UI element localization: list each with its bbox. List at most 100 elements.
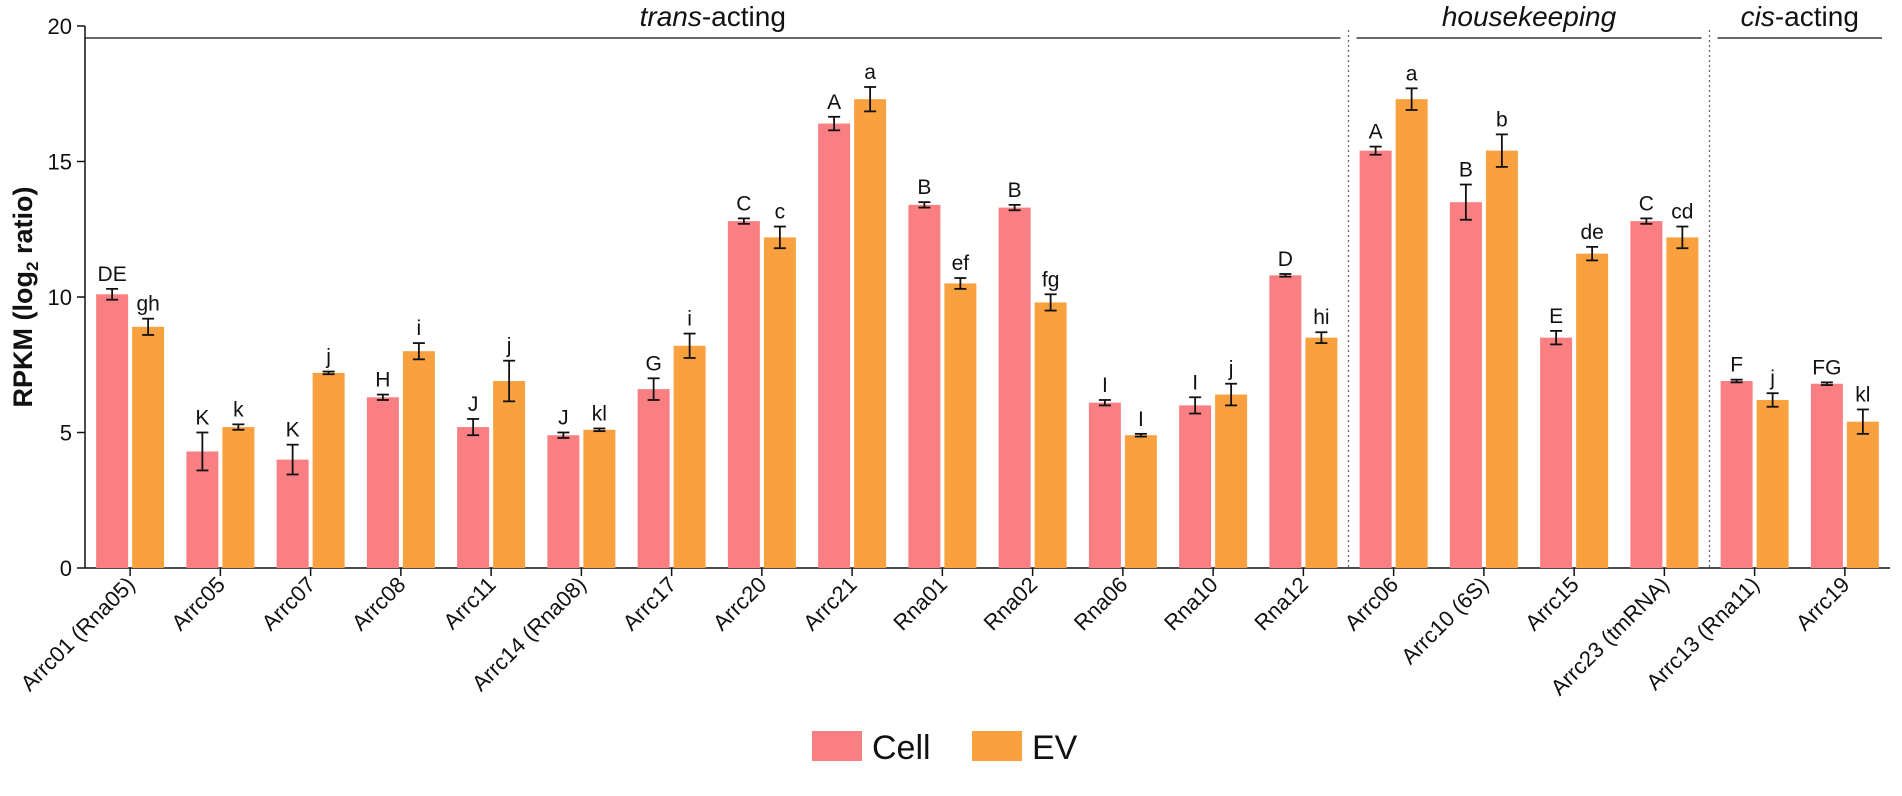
bar-cell: [457, 427, 490, 568]
bar-ev: [1846, 421, 1879, 568]
x-category-label: Arrc10 (6S): [1396, 572, 1493, 669]
significance-label: J: [468, 393, 479, 416]
x-category-label: Rna12: [1249, 572, 1313, 636]
y-tick-label: 10: [48, 285, 72, 310]
x-category-label: Rna10: [1159, 572, 1223, 636]
bar-cell: [818, 123, 851, 568]
significance-label: j: [1228, 358, 1234, 381]
significance-label: K: [286, 419, 300, 442]
significance-label: kl: [592, 402, 607, 425]
chart-group-headers: trans-acting housekeeping cis-acting: [85, 1, 1882, 568]
y-tick-label: 20: [48, 14, 72, 39]
significance-label: J: [558, 407, 569, 430]
bar-ev: [854, 99, 887, 569]
significance-label: i: [687, 308, 692, 331]
significance-label: A: [827, 91, 841, 114]
bar-ev: [673, 345, 706, 568]
x-category-label: Arrc08: [347, 572, 410, 635]
x-category-label: Rna06: [1069, 572, 1133, 636]
bar-cell: [1179, 405, 1212, 568]
x-category-label: Arrc07: [257, 572, 320, 635]
x-category-label: Rna02: [979, 572, 1043, 636]
x-category-label: Arrc06: [1340, 572, 1403, 635]
bar-cell: [366, 397, 399, 568]
significance-label: F: [1730, 354, 1743, 377]
significance-label: ef: [952, 252, 970, 275]
significance-label: j: [506, 335, 512, 358]
x-category-label: Arrc01 (Rna05): [16, 572, 140, 696]
significance-label: D: [1278, 248, 1293, 271]
significance-label: I: [1102, 374, 1108, 397]
chart-legend: Cell EV: [812, 729, 1078, 767]
bar-cell: [637, 389, 670, 568]
significance-label: cd: [1671, 201, 1693, 224]
significance-label: B: [917, 176, 931, 199]
significance-label: I: [1138, 408, 1144, 431]
bar-cell: [908, 204, 941, 569]
bar-ev: [1756, 399, 1789, 568]
bar-cell: [1359, 150, 1392, 568]
significance-label: DE: [98, 263, 127, 286]
significance-label: a: [864, 61, 876, 84]
bar-ev: [312, 372, 345, 568]
chart-bars: DE K K H J J G C A B B I I D A B E C F FG gh k j i j kl i c a ef fg Ij h…: [96, 61, 1879, 569]
significance-label: B: [1008, 179, 1022, 202]
significance-label: j: [325, 346, 331, 369]
bar-ev: [402, 351, 435, 568]
significance-label: G: [645, 352, 661, 375]
bar-ev: [1124, 435, 1157, 568]
bar-cell: [998, 207, 1031, 568]
significance-label: I: [1192, 371, 1198, 394]
group-header-label: trans-acting: [640, 1, 786, 32]
y-tick-label: 5: [60, 421, 72, 446]
bar-cell: [727, 221, 760, 568]
significance-label: kl: [1855, 383, 1870, 406]
x-category-label: Arrc11: [438, 572, 500, 634]
significance-label: c: [775, 201, 786, 224]
bar-cell: [1630, 221, 1663, 568]
group-header-label: cis-acting: [1741, 1, 1859, 32]
bar-cell: [547, 435, 580, 568]
bar-cell: [1269, 275, 1302, 568]
significance-label: K: [195, 407, 209, 430]
group-header-label: housekeeping: [1442, 1, 1617, 32]
bar-cell: [96, 294, 129, 568]
x-category-label: Arrc05: [166, 572, 229, 635]
bar-cell: [1540, 337, 1573, 568]
significance-label: B: [1459, 159, 1473, 182]
legend-swatch-cell: [812, 731, 862, 761]
significance-label: A: [1369, 121, 1383, 144]
significance-label: C: [1639, 192, 1654, 215]
significance-label: FG: [1812, 356, 1841, 379]
bar-cell: [1720, 381, 1753, 568]
x-category-label: Arrc20: [708, 572, 771, 635]
bar-ev: [1395, 99, 1428, 569]
legend-swatch-ev: [972, 731, 1022, 761]
x-category-label: Arrc17: [618, 572, 681, 635]
bar-cell: [276, 459, 309, 568]
significance-label: b: [1496, 108, 1508, 131]
significance-label: fg: [1042, 268, 1060, 291]
significance-label: gh: [136, 293, 159, 316]
significance-label: de: [1580, 221, 1603, 244]
bar-ev: [583, 429, 616, 568]
significance-label: H: [375, 369, 390, 392]
y-tick-label: 0: [60, 556, 72, 581]
bar-ev: [132, 326, 165, 568]
chart-category-labels: Arrc01 (Rna05) Arrc05 Arrc07 Arrc08 Arrc11 Ar…: [16, 572, 1855, 700]
significance-label: E: [1549, 305, 1563, 328]
bar-cell: [1449, 202, 1482, 568]
bar-ev: [222, 427, 255, 568]
y-tick-label: 15: [48, 150, 72, 175]
x-category-label: Arrc19: [1791, 572, 1854, 635]
bar-ev: [1485, 150, 1518, 568]
significance-label: i: [417, 317, 422, 340]
bar-ev: [1215, 394, 1248, 568]
significance-label: k: [233, 398, 244, 421]
bar-ev: [763, 237, 796, 568]
significance-label: j: [1769, 367, 1775, 390]
bar-ev: [1576, 253, 1609, 568]
legend-label-ev: EV: [1032, 729, 1078, 767]
bar-ev: [944, 283, 977, 568]
